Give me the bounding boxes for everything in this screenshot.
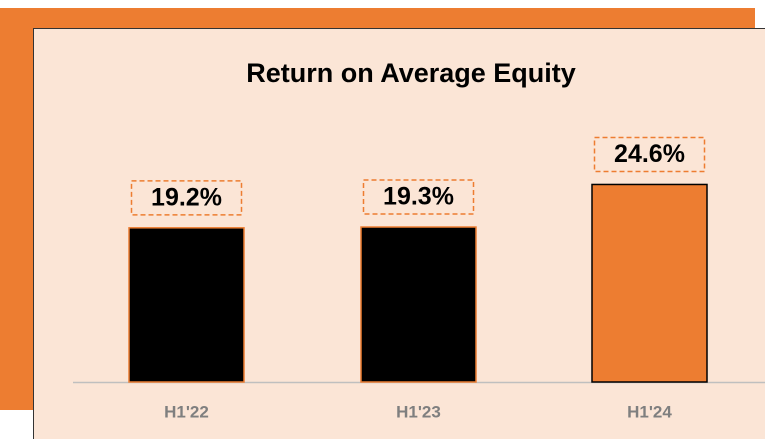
bar — [592, 184, 707, 382]
chart-title: Return on Average Equity — [246, 58, 576, 88]
x-tick-label: H1'23 — [396, 402, 441, 421]
x-tick-label: H1'24 — [627, 402, 672, 421]
bar — [129, 228, 244, 382]
value-label: 24.6% — [614, 140, 685, 168]
x-tick-label: H1'22 — [164, 402, 209, 421]
bar — [361, 227, 476, 382]
value-label: 19.3% — [383, 183, 454, 211]
value-label: 19.2% — [151, 183, 222, 211]
